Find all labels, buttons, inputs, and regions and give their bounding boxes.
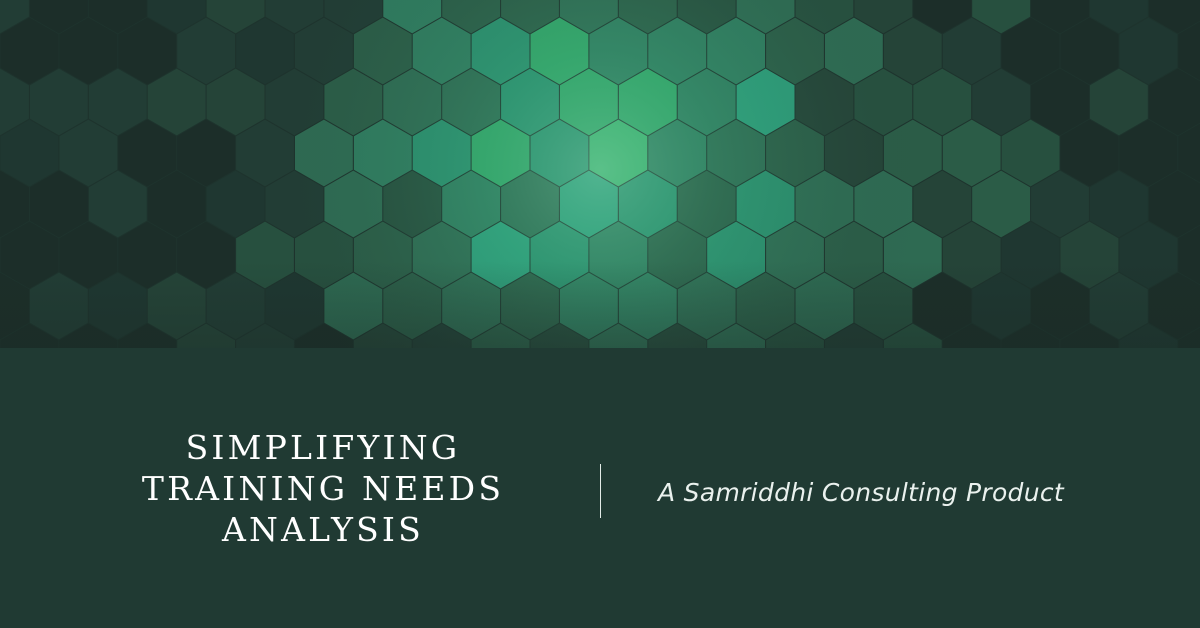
- tagline: A Samriddhi Consulting Product: [658, 478, 1065, 507]
- title-line-1: SIMPLIFYING: [185, 428, 461, 467]
- hexagon-banner: [0, 0, 1200, 348]
- title-block: SIMPLIFYING TRAINING NEEDS ANALYSIS: [100, 427, 546, 550]
- vertical-divider: [600, 464, 601, 518]
- hexagon-pattern-icon: [0, 0, 1200, 348]
- title-line-3: ANALYSIS: [222, 510, 424, 549]
- banner-shade: [0, 0, 1200, 348]
- title-line-2: TRAINING NEEDS: [141, 469, 505, 508]
